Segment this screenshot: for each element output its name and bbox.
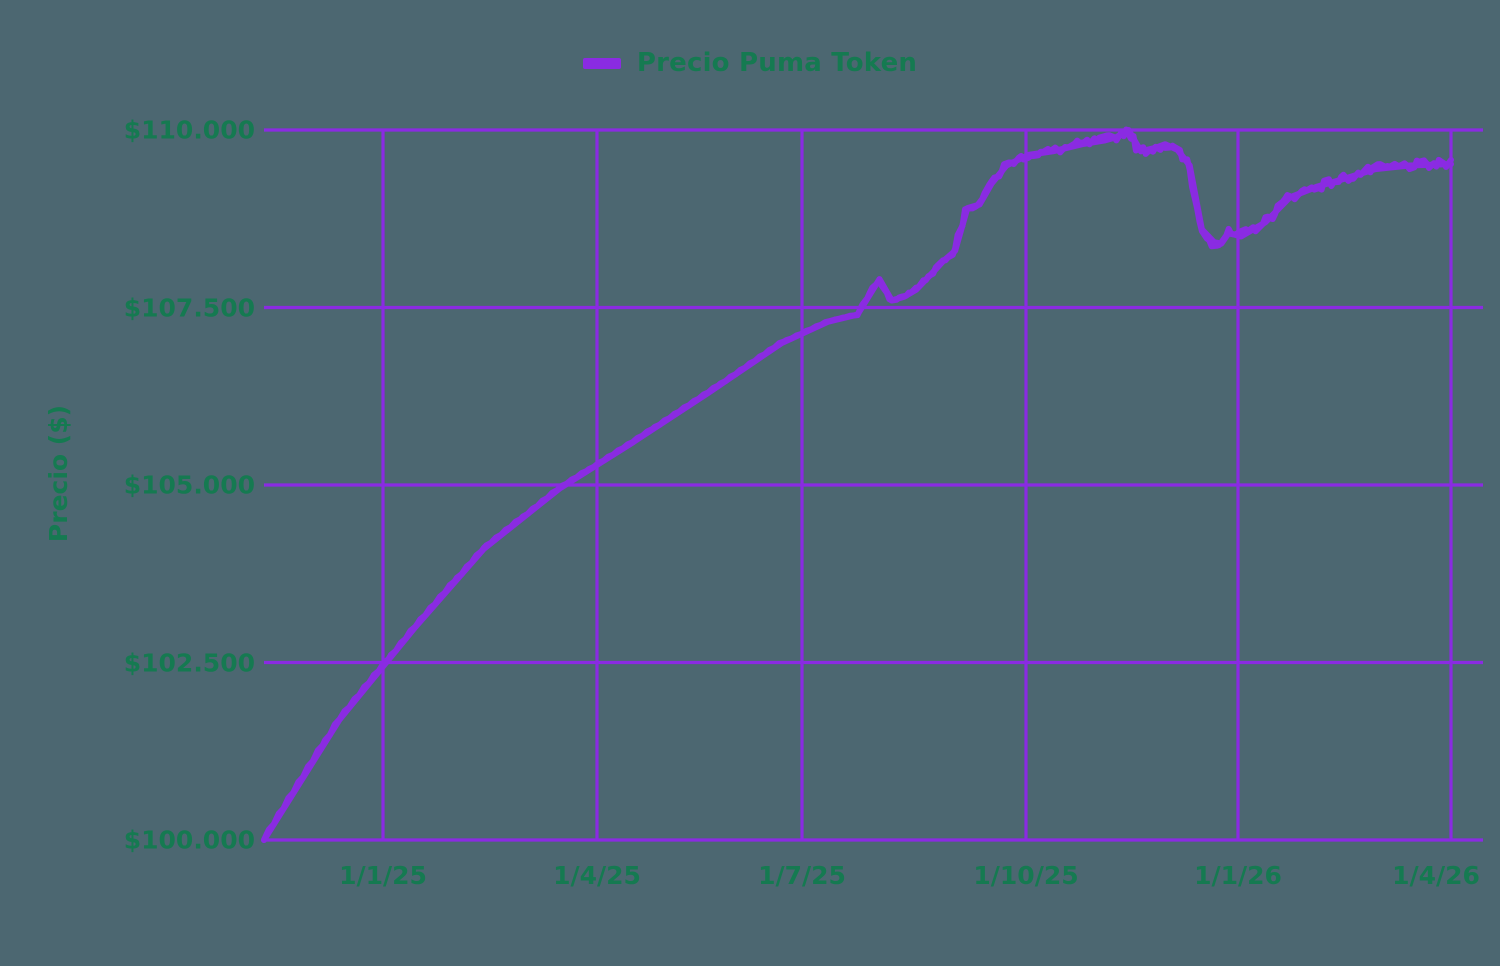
y-tick-label: $110.000: [123, 115, 255, 145]
x-tick-label: 1/4/25: [553, 861, 641, 890]
y-tick-label: $100.000: [123, 825, 255, 855]
grid-lines: [264, 128, 1483, 842]
series-line-detail: [261, 126, 1454, 843]
y-tick-label: $107.500: [123, 293, 255, 322]
y-tick-label: $102.500: [123, 648, 255, 677]
x-tick-label: 1/4/26: [1392, 861, 1480, 890]
y-tick-label: $105.000: [123, 470, 255, 500]
x-tick-label: 1/7/25: [758, 861, 846, 890]
y-axis-tick-labels: $100.000 $102.500 $105.000 $107.500 $110…: [0, 0, 255, 966]
x-tick-label: 1/1/25: [339, 861, 427, 890]
x-tick-label: 1/10/25: [973, 861, 1079, 890]
x-tick-label: 1/1/26: [1194, 861, 1282, 890]
